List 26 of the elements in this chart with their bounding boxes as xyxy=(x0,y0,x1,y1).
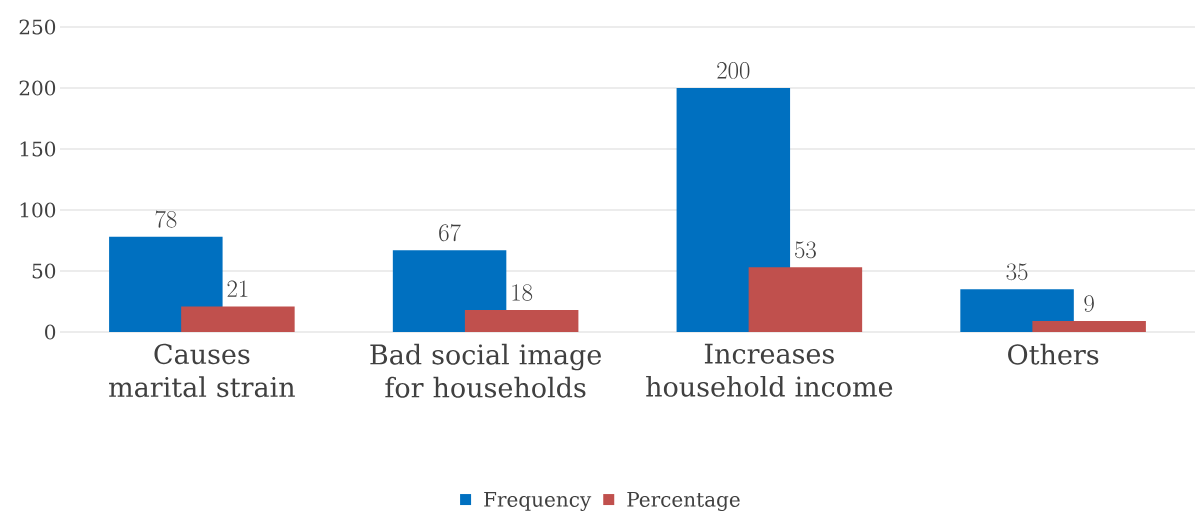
y-tick-label: 250 xyxy=(19,19,56,35)
bar xyxy=(676,88,791,332)
data-label: 21 xyxy=(227,280,248,297)
legend-label: Frequency xyxy=(484,492,592,512)
y-tick-label: 50 xyxy=(32,263,56,279)
x-tick-label: Others xyxy=(1008,343,1099,365)
x-tick-label: Causes marital strain xyxy=(109,343,295,398)
data-label: 18 xyxy=(512,284,533,301)
x-tick-label: Increases household income xyxy=(646,343,893,397)
legend-label: Percentage xyxy=(627,492,740,512)
x-tick-label: Bad social image for households xyxy=(370,343,601,398)
data-label: 78 xyxy=(155,210,177,228)
data-label: 35 xyxy=(1006,263,1028,281)
y-tick-label: 100 xyxy=(20,202,56,218)
data-label: 67 xyxy=(439,223,461,242)
bar xyxy=(1032,321,1146,332)
bar xyxy=(748,267,863,332)
data-label: 53 xyxy=(795,241,816,259)
y-tick-label: 0 xyxy=(45,324,56,340)
bar xyxy=(464,310,579,332)
data-label: 9 xyxy=(1084,295,1094,312)
data-label: 200 xyxy=(717,62,750,79)
bar xyxy=(181,306,295,332)
y-tick-label: 150 xyxy=(20,141,56,157)
bar xyxy=(960,289,1074,332)
y-tick-label: 200 xyxy=(19,80,56,96)
